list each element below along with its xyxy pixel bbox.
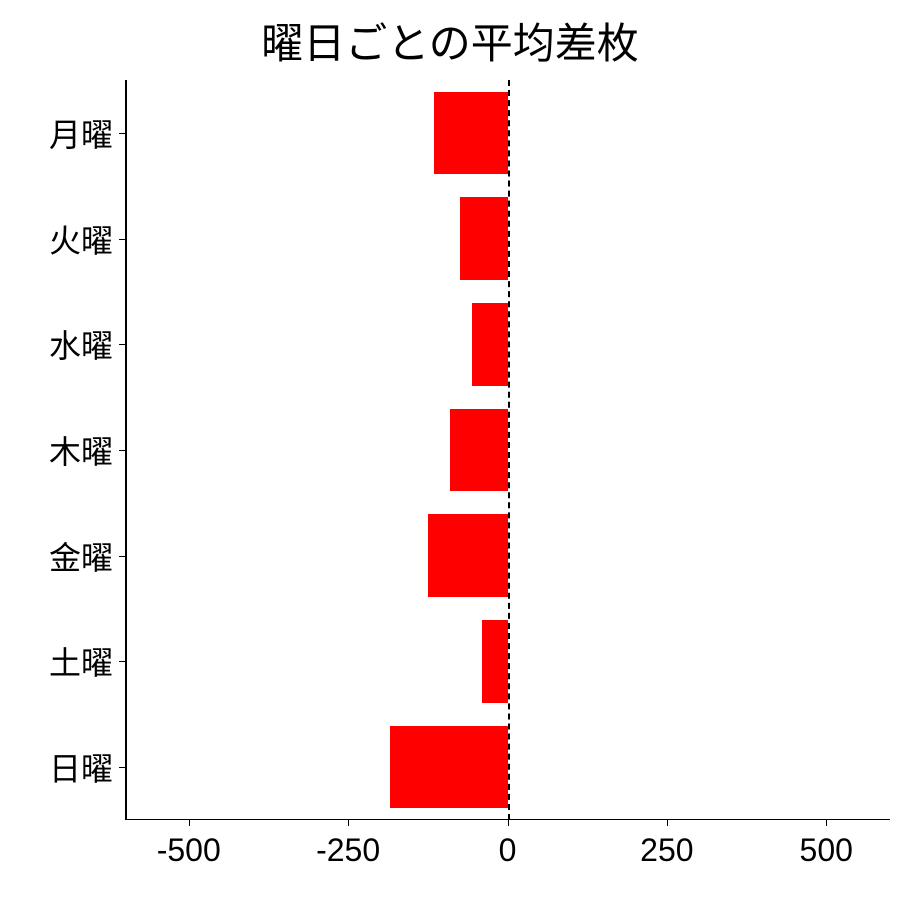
bar xyxy=(450,409,507,491)
bar xyxy=(434,92,507,174)
bar xyxy=(482,620,508,702)
y-tick-label: 木曜 xyxy=(49,427,125,473)
x-tick-label: 250 xyxy=(640,820,693,869)
bar xyxy=(390,726,508,808)
y-tick-label: 日曜 xyxy=(49,744,125,790)
x-tick-label: -250 xyxy=(316,820,380,869)
x-tick-label: -500 xyxy=(157,820,221,869)
y-tick-label: 土曜 xyxy=(49,638,125,684)
y-axis-line xyxy=(125,80,127,820)
x-tick-label: 500 xyxy=(800,820,853,869)
zero-reference-line xyxy=(508,80,510,820)
chart-title: 曜日ごとの平均差枚 xyxy=(0,10,900,71)
x-tick-label: 0 xyxy=(499,820,517,869)
y-tick-label: 水曜 xyxy=(49,321,125,367)
y-tick-label: 火曜 xyxy=(49,216,125,262)
bar xyxy=(460,197,508,279)
plot-area: -500-2500250500月曜火曜水曜木曜金曜土曜日曜 xyxy=(125,80,890,820)
bar xyxy=(472,303,507,385)
y-tick-label: 金曜 xyxy=(49,533,125,579)
chart-container: 曜日ごとの平均差枚 -500-2500250500月曜火曜水曜木曜金曜土曜日曜 xyxy=(0,0,900,900)
y-tick-label: 月曜 xyxy=(49,110,125,156)
bar xyxy=(428,514,508,596)
